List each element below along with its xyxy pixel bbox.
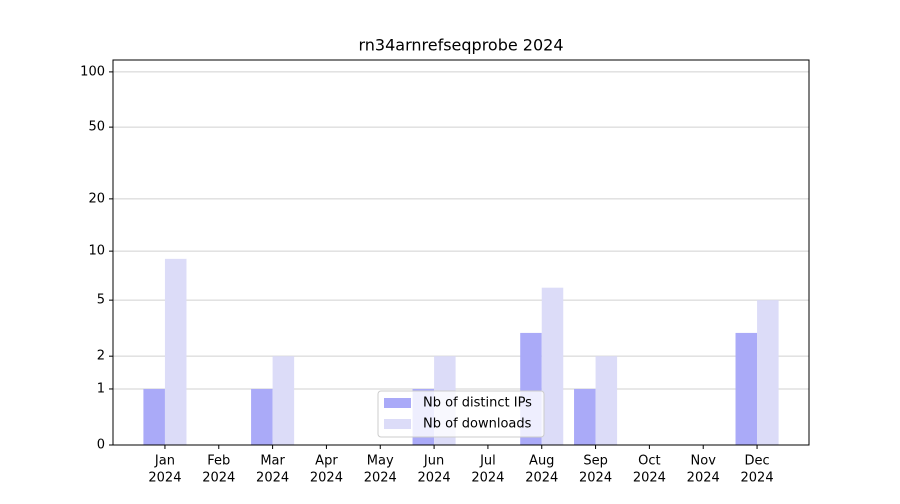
x-tick-label: Jan <box>154 454 175 469</box>
y-tick-label: 50 <box>88 120 105 135</box>
x-tick-label: 2024 <box>579 471 612 486</box>
x-tick-label: 2024 <box>525 471 558 486</box>
bar <box>574 388 596 445</box>
x-tick-label: 2024 <box>310 471 343 486</box>
bar <box>541 287 564 445</box>
x-tick-label: Feb <box>207 454 230 469</box>
x-tick-label: 2024 <box>364 471 397 486</box>
y-tick-label: 20 <box>88 191 105 206</box>
x-tick-label: Apr <box>315 454 338 469</box>
x-tick-label: Dec <box>744 454 769 469</box>
x-tick-label: 2024 <box>687 471 720 486</box>
x-tick-label: Jul <box>479 454 496 469</box>
legend-swatch <box>384 419 411 429</box>
y-tick-label: 0 <box>97 438 105 453</box>
bar <box>164 258 187 445</box>
x-tick-label: 2024 <box>148 471 181 486</box>
plot-frame <box>112 59 810 446</box>
bar <box>251 388 273 445</box>
x-tick-label: 2024 <box>418 471 451 486</box>
legend-label: Nb of downloads <box>423 417 532 432</box>
x-tick-label: 2024 <box>471 471 504 486</box>
bar <box>143 388 165 445</box>
y-tick-label: 10 <box>88 244 105 259</box>
y-tick-label: 5 <box>97 293 105 308</box>
x-tick-label: Jun <box>423 454 444 469</box>
x-tick-label: Sep <box>583 454 608 469</box>
y-tick-label: 100 <box>80 64 105 79</box>
legend-label: Nb of distinct IPs <box>423 396 532 411</box>
x-tick-label: Nov <box>691 454 717 469</box>
x-tick-label: May <box>367 454 394 469</box>
x-tick-label: Oct <box>638 454 660 469</box>
x-tick-label: Aug <box>529 454 554 469</box>
x-tick-label: 2024 <box>633 471 666 486</box>
y-tick-label: 1 <box>97 381 105 396</box>
chart-title: rn34arnrefseqprobe 2024 <box>358 36 563 55</box>
legend-swatch <box>384 398 411 408</box>
bar <box>735 332 758 445</box>
x-tick-label: Mar <box>260 454 285 469</box>
x-tick-label: 2024 <box>256 471 289 486</box>
legend: Nb of distinct IPs Nb of downloads <box>377 390 545 438</box>
x-tick-label: 2024 <box>202 471 235 486</box>
legend-box <box>377 390 545 438</box>
bar <box>757 300 779 445</box>
y-tick-label: 2 <box>97 349 105 364</box>
bar <box>595 356 618 445</box>
bar <box>272 356 295 445</box>
x-tick-label: 2024 <box>741 471 774 486</box>
